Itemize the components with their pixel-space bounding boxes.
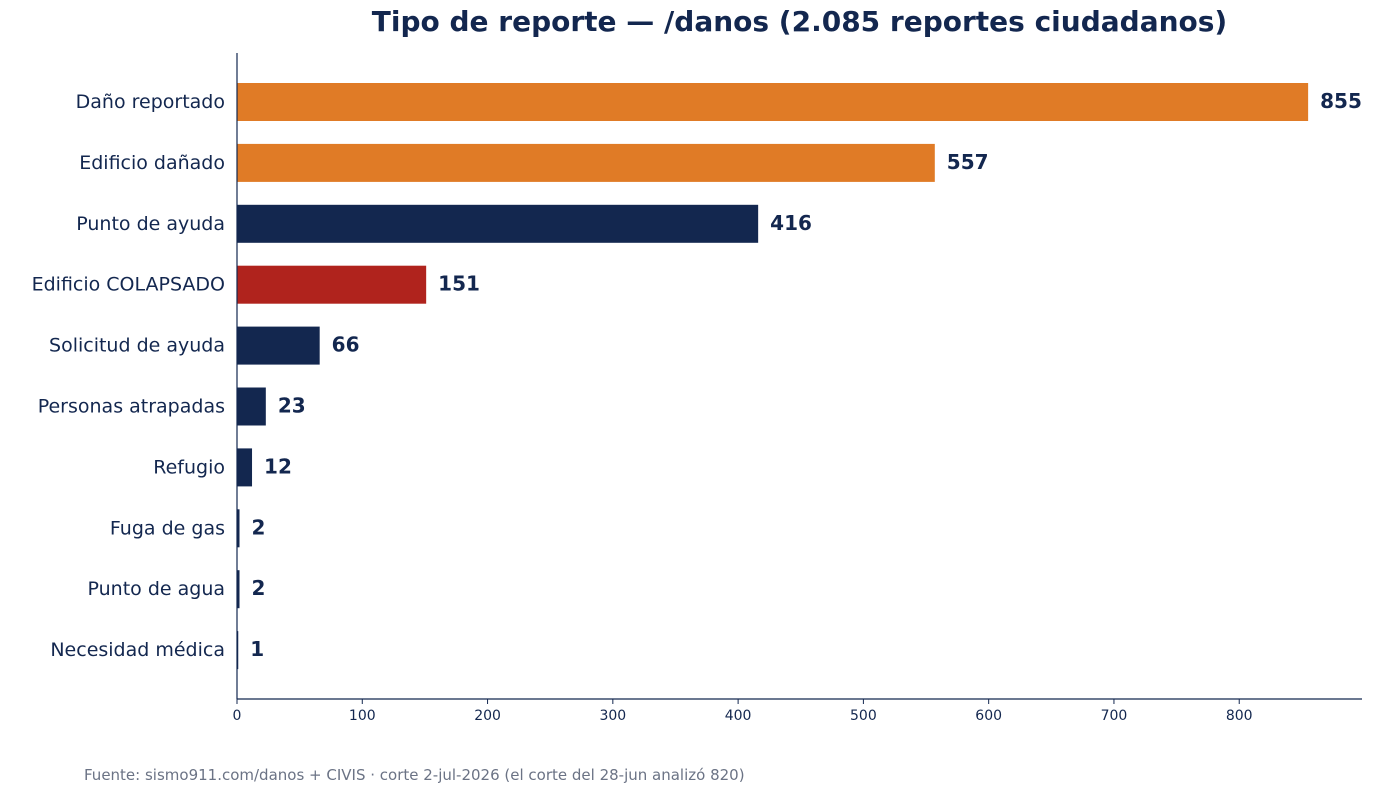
x-axis-ticks: 0 100 200 300 400 500 600 700 800 (233, 699, 1253, 724)
value-label: 1 (250, 637, 264, 661)
value-label: 151 (438, 272, 480, 296)
x-tick-label: 600 (975, 708, 1002, 724)
x-tick-label: 200 (474, 708, 501, 724)
value-labels: 855 557 416 151 66 23 12 2 2 1 (250, 89, 1362, 661)
bar (237, 265, 427, 304)
source-note: Fuente: sismo911.com/danos + CIVIS · cor… (84, 766, 745, 784)
x-tick-label: 400 (725, 708, 752, 724)
bar (237, 204, 759, 243)
category-labels: Daño reportado Edificio dañado Punto de ay… (32, 91, 225, 661)
x-tick-label: 700 (1101, 708, 1128, 724)
value-label: 23 (278, 394, 306, 418)
bar (237, 631, 239, 670)
value-label: 12 (264, 454, 292, 478)
category-label: Personas atrapadas (38, 396, 225, 418)
bar (237, 83, 1309, 121)
x-tick-label: 800 (1226, 708, 1253, 724)
category-label: Refugio (153, 456, 225, 478)
bar (237, 387, 266, 426)
chart-title: Tipo de reporte — /danos (2.085 reportes… (371, 5, 1228, 38)
value-label: 2 (252, 515, 266, 539)
bar (237, 326, 320, 365)
category-label: Edificio COLAPSADO (32, 274, 225, 296)
bar (237, 448, 253, 487)
value-label: 557 (947, 150, 989, 174)
value-label: 855 (1320, 89, 1362, 113)
x-tick-label: 0 (233, 708, 242, 724)
value-label: 416 (770, 211, 812, 235)
category-label: Necesidad médica (50, 639, 225, 661)
x-tick-label: 300 (599, 708, 626, 724)
bar (237, 143, 935, 182)
category-label: Edificio dañado (79, 152, 225, 174)
x-tick-label: 500 (850, 708, 877, 724)
category-label: Punto de ayuda (76, 213, 225, 235)
bars-layer (237, 83, 1309, 670)
category-label: Daño reportado (76, 91, 225, 113)
category-label: Solicitud de ayuda (49, 335, 225, 357)
bar (237, 509, 240, 548)
value-label: 66 (332, 333, 360, 357)
category-label: Punto de agua (88, 578, 226, 600)
x-tick-label: 100 (349, 708, 376, 724)
bar (237, 570, 240, 609)
value-label: 2 (252, 576, 266, 600)
category-label: Fuga de gas (110, 517, 225, 539)
